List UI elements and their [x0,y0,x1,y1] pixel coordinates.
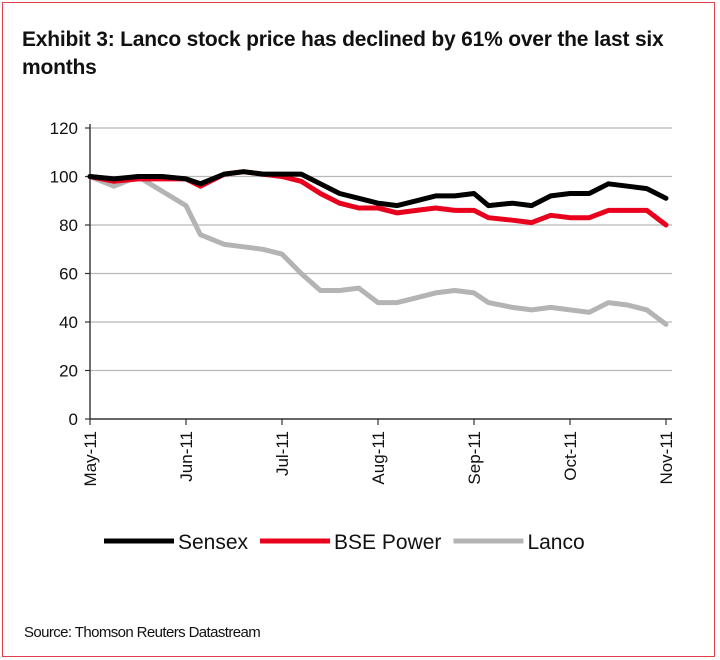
series-line-sensex [87,169,669,209]
x-tick-label: Aug-11 [369,431,388,485]
y-tick-label: 60 [59,265,78,284]
chart-title: Exhibit 3: Lanco stock price has decline… [22,28,664,79]
x-tick-label: Jun-11 [177,431,196,482]
x-tick-label: Nov-11 [657,431,676,485]
x-tick-label: Sep-11 [465,431,484,485]
legend-label: BSE Power [334,531,441,554]
y-tick-label: 40 [59,313,78,332]
y-tick-label: 120 [50,119,78,138]
chart-source: Source: Thomson Reuters Datastream [24,624,261,641]
legend-label: Sensex [178,531,249,554]
y-tick-label: 80 [59,216,78,235]
x-tick-label: Oct-11 [561,431,580,481]
series-line-lanco [87,174,669,327]
legend-label: Lanco [527,531,584,554]
y-tick-label: 100 [50,168,78,187]
x-tick-label: Jul-11 [273,431,292,476]
x-tick-label: May-11 [81,431,100,486]
y-tick-label: 0 [69,410,78,429]
y-tick-label: 20 [59,362,78,381]
